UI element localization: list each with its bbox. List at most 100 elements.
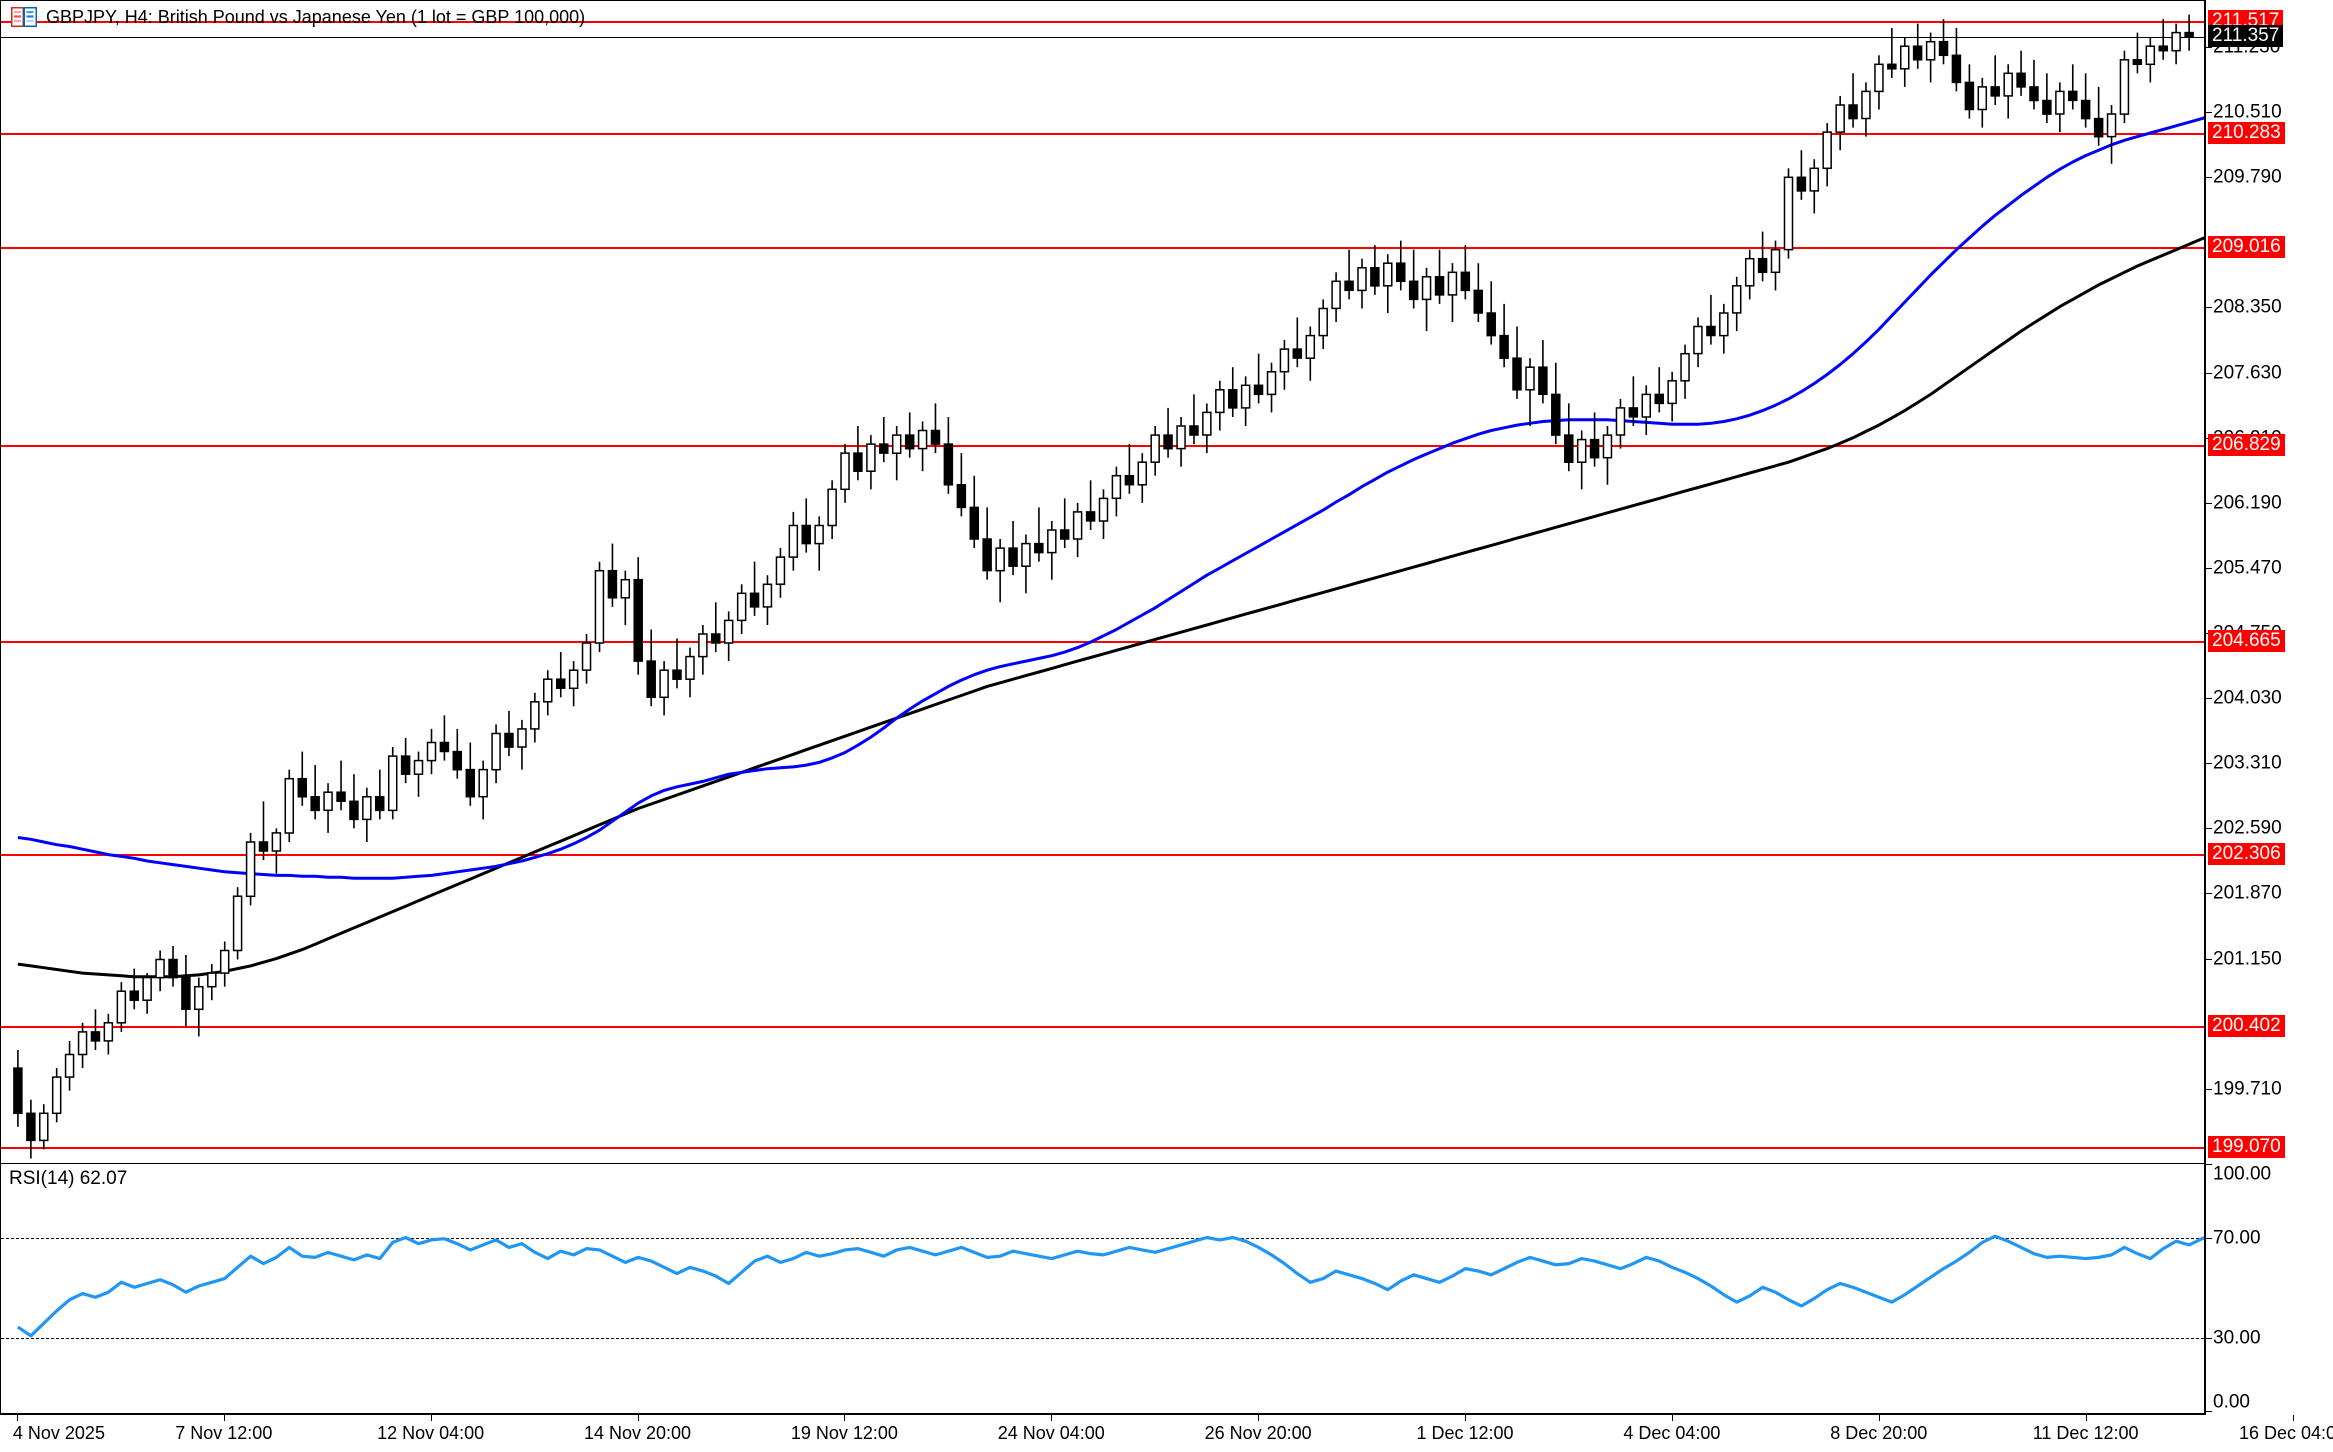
candlestick [1473, 263, 1483, 322]
time-tick-mark [2292, 1415, 2294, 1421]
candlestick [1008, 521, 1018, 576]
rsi-label: RSI(14) 62.07 [9, 1168, 128, 1189]
time-axis[interactable]: 4 Nov 2025 7 Nov 12:00 12 Nov 04:00 14 Nov … [0, 1414, 2333, 1452]
candlestick [1951, 28, 1962, 92]
candlestick [827, 480, 837, 539]
axis-tick-mark [2206, 1337, 2212, 1339]
price-level-badge[interactable]: 200.402 [2208, 1015, 2285, 1038]
candlestick [1525, 358, 1535, 426]
candlestick [581, 634, 592, 684]
axis-tick-mark [2206, 112, 2212, 114]
candlestick [1047, 521, 1057, 580]
price-tick-label: 203.310 [2213, 752, 2282, 774]
axis-tick-mark [2206, 47, 2212, 49]
candlestick [1111, 466, 1122, 517]
price-level-line[interactable] [1, 854, 2204, 856]
price-level-line[interactable] [1, 444, 2204, 447]
candlestick [491, 724, 501, 784]
axis-tick-mark [2206, 958, 2212, 960]
candlestick [1564, 403, 1574, 472]
candlestick [2055, 82, 2065, 133]
price-tick-label: 201.150 [2213, 948, 2282, 970]
ma-fast-line [17, 116, 2204, 880]
axis-tick-mark [2206, 828, 2212, 830]
candlestick [103, 1013, 114, 1055]
candlestick [194, 977, 204, 1037]
candlestick [400, 738, 411, 784]
candlestick [1357, 258, 1367, 309]
price-tick-label: 205.470 [2213, 557, 2282, 579]
price-axis[interactable]: 211.230210.510209.790208.350207.630206.9… [2206, 0, 2333, 1164]
candlestick [452, 728, 463, 779]
price-level-line[interactable] [1, 132, 2204, 135]
candlestick [387, 747, 398, 820]
candlestick [943, 417, 954, 494]
time-tick-mark [223, 1415, 225, 1421]
candlestick-series [13, 14, 2194, 1159]
candlestick [2106, 105, 2117, 164]
candlestick [2184, 14, 2194, 51]
candlestick [1796, 150, 1807, 200]
axis-tick-mark [2206, 893, 2212, 895]
candlestick [2016, 50, 2026, 96]
axis-tick-mark [2206, 372, 2212, 374]
candlestick [1499, 303, 1509, 368]
candlestick [2171, 23, 2181, 65]
price-level-line[interactable] [1, 21, 2204, 24]
rsi-guide-line [1, 1238, 2204, 1240]
current-price-badge[interactable]: 211.357 [2208, 24, 2284, 47]
price-level-badge[interactable]: 204.665 [2208, 629, 2285, 652]
candlestick [1240, 376, 1251, 426]
candlestick [1887, 28, 1897, 78]
candlestick [1227, 367, 1238, 417]
candlestick [51, 1068, 62, 1123]
candlestick [336, 760, 346, 811]
price-level-line[interactable] [1, 1146, 2204, 1149]
time-tick-label: 1 Dec 12:00 [1416, 1423, 1514, 1443]
price-level-badge[interactable]: 199.070 [2208, 1135, 2285, 1158]
candlestick [1021, 534, 1031, 594]
time-tick-label: 4 Dec 04:00 [1623, 1423, 1721, 1443]
candlestick [219, 941, 230, 987]
candlestick [982, 507, 992, 580]
rsi-tick-label: 30.00 [2213, 1327, 2261, 1349]
price-level-badge[interactable]: 210.283 [2208, 121, 2285, 144]
axis-tick-mark [2206, 1238, 2212, 1240]
candlestick [1034, 507, 1044, 562]
axis-tick-mark [2206, 567, 2212, 569]
candlestick [633, 557, 643, 675]
price-level-badge[interactable]: 209.016 [2208, 236, 2285, 259]
price-level-line[interactable] [1, 247, 2204, 250]
candlestick [1861, 82, 1871, 137]
price-level-line[interactable] [1, 640, 2204, 643]
price-chart-pane[interactable]: GBPJPY, H4: British Pound vs Japanese Ye… [0, 0, 2206, 1164]
candlestick [801, 498, 811, 553]
time-tick-label: 7 Nov 12:00 [175, 1423, 273, 1443]
rsi-line [17, 1234, 2204, 1338]
candlestick [1809, 159, 1820, 214]
candlestick [1421, 267, 1432, 332]
price-level-badge[interactable]: 202.306 [2208, 843, 2285, 865]
candlestick [1318, 299, 1328, 350]
time-tick-mark [1671, 1415, 1673, 1421]
price-level-line[interactable] [1, 1026, 2204, 1029]
candlestick [1059, 498, 1070, 549]
candlestick [1990, 55, 2000, 105]
candlestick [1667, 371, 1677, 422]
candlestick [1589, 412, 1600, 467]
price-tick-label: 210.510 [2213, 101, 2282, 123]
price-level-badge[interactable]: 206.829 [2208, 433, 2285, 456]
rsi-guide-line [1, 1337, 2204, 1339]
time-tick-label: 24 Nov 04:00 [997, 1423, 1105, 1443]
rsi-tick-label: 0.00 [2213, 1391, 2250, 1413]
rsi-indicator-pane[interactable]: RSI(14) 62.07 [0, 1164, 2206, 1414]
rsi-axis[interactable]: 100.00 70.00 30.00 0.00 [2206, 1164, 2333, 1414]
candlestick [879, 417, 889, 463]
candlestick [1628, 376, 1639, 426]
candlestick [1770, 240, 1781, 291]
candlestick [374, 769, 385, 820]
candlestick [426, 728, 437, 775]
candlestick [1938, 19, 1949, 65]
candlestick [39, 1104, 49, 1150]
